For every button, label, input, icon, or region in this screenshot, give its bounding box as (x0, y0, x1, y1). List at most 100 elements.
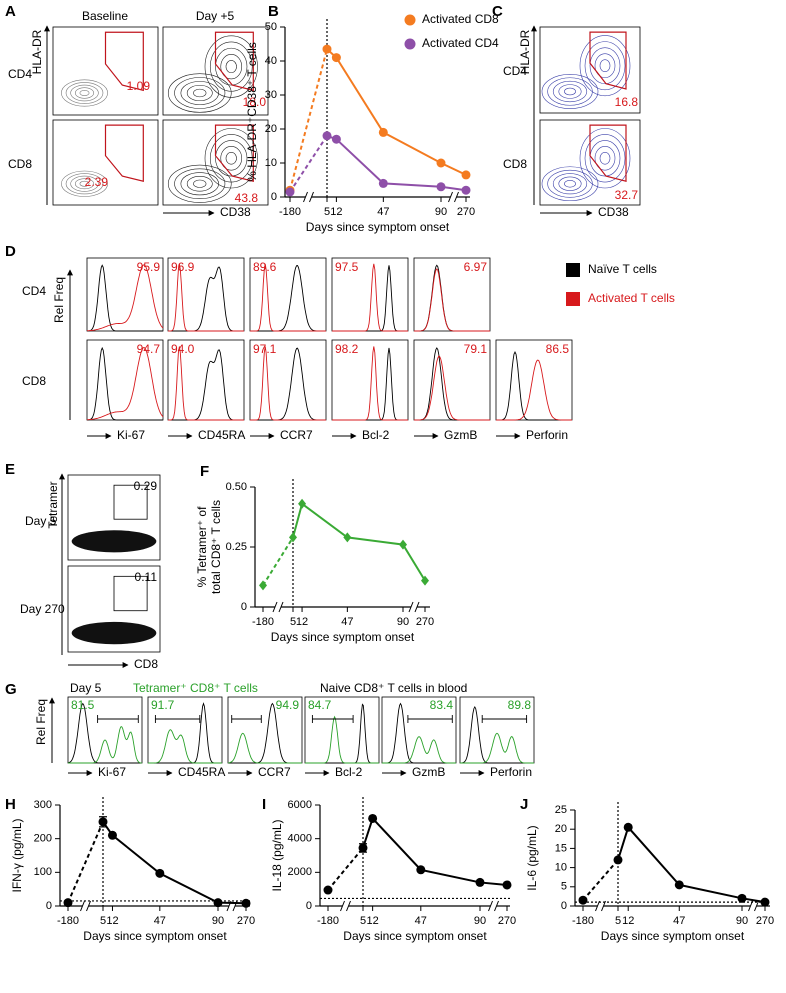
y-tick-label: 200 (34, 833, 52, 845)
series-line (362, 816, 508, 886)
row-label: Day 270 (20, 602, 65, 616)
y-tick-label: 5 (561, 881, 567, 893)
data-point (259, 580, 267, 591)
x-tick-label: 47 (341, 616, 353, 628)
plot-frame (331, 257, 409, 332)
y-tick-label: 10 (265, 157, 277, 169)
panel-letter: H (5, 796, 16, 813)
gate (104, 124, 144, 182)
y-axis-label: Tetramer (46, 481, 60, 528)
y-axis-title: IFN-γ (pg/mL) (10, 818, 24, 892)
y-axis-label: HLA-DR (518, 29, 532, 74)
axis-break (408, 601, 414, 613)
percent-value: 94.9 (276, 698, 300, 712)
header-label: Day 5 (70, 681, 102, 695)
x-tick-label: -180 (57, 915, 79, 927)
contour (74, 178, 95, 190)
gate (214, 124, 254, 182)
data-point (578, 895, 588, 905)
x-tick-label: 12 (622, 915, 634, 927)
legend-swatch (566, 263, 580, 277)
axis-break (340, 900, 345, 912)
series-line (262, 536, 294, 586)
contour (594, 53, 616, 79)
x-tick-label: -180 (572, 915, 594, 927)
y-axis-title: total CD8⁺ T cells (209, 500, 223, 594)
plot-frame (162, 119, 269, 206)
contour (79, 90, 90, 96)
y-axis-title: IL-6 (pg/mL) (525, 825, 539, 890)
gate-value: 16.8 (615, 95, 639, 109)
panel-letter: E (5, 461, 15, 478)
x-tick-label: 5 (290, 616, 296, 628)
y-tick-label: 2000 (288, 866, 312, 878)
percent-value: 91.7 (151, 698, 175, 712)
contour (180, 81, 219, 105)
panel-letter: J (520, 796, 528, 813)
x-axis-title: Days since symptom onset (306, 220, 450, 234)
x-tick-label: 270 (498, 915, 516, 927)
panel-letter: A (5, 3, 16, 20)
panel-letter: G (5, 681, 17, 698)
axis-break (303, 191, 308, 203)
series-line (289, 135, 328, 193)
plot-frame (495, 339, 573, 421)
legend-label: Activated CD4 (422, 36, 499, 50)
x-tick-label: -180 (317, 915, 339, 927)
row-label: CD8 (8, 157, 32, 171)
histogram-curve (250, 264, 326, 332)
contour (541, 166, 599, 202)
data-point (331, 134, 341, 144)
plot-frame (413, 339, 491, 421)
contour (589, 140, 621, 177)
data-point (436, 158, 446, 168)
y-tick-label: 10 (555, 862, 567, 874)
y-tick-label: 15 (555, 842, 567, 854)
data-point (322, 44, 332, 54)
percent-value: 89.8 (508, 698, 532, 712)
y-axis-label: HLA-DR (30, 29, 44, 74)
marker-label: GzmB (444, 428, 477, 442)
histogram-curve (86, 346, 164, 421)
data-point (298, 498, 307, 509)
y-tick-label: 40 (265, 55, 277, 67)
contour (579, 35, 631, 97)
panel-letter: F (200, 463, 209, 480)
marker-label: Bcl-2 (335, 765, 363, 779)
histogram-curve (414, 268, 490, 332)
x-tick-label: 47 (415, 915, 427, 927)
gate-value: 0.29 (134, 479, 158, 493)
data-point (358, 843, 368, 853)
contour (167, 73, 232, 113)
histogram-curve (332, 263, 408, 332)
contour (70, 175, 99, 192)
contour (599, 59, 611, 73)
series-line (67, 821, 104, 904)
legend-label: Activated CD8 (422, 12, 499, 26)
percent-value: 97.5 (335, 260, 359, 274)
axis-break (309, 191, 314, 203)
y-tick-label: 0 (561, 900, 567, 912)
y-tick-label: 0 (241, 601, 247, 613)
gate-value: 43.8 (235, 191, 259, 205)
x-axis-label: CD38 (220, 205, 251, 219)
plot-frame (413, 257, 491, 332)
percent-value: 97.1 (253, 342, 277, 356)
panel-letter: D (5, 243, 16, 260)
histogram-curve (332, 346, 408, 421)
histogram-curve (460, 732, 534, 764)
marker-label: Ki-67 (98, 765, 126, 779)
series-line (326, 48, 467, 176)
header-label: Tetramer⁺ CD8⁺ T cells (133, 681, 258, 695)
row-label: Day 5 (25, 514, 57, 528)
contour (579, 128, 631, 189)
row-label: CD4 (503, 64, 527, 78)
panel-letter: I (262, 796, 266, 813)
histogram-curve (68, 726, 143, 764)
percent-value: 79.1 (464, 342, 488, 356)
contour (186, 84, 213, 102)
gate (589, 31, 627, 90)
y-axis-title: IL-18 (pg/mL) (270, 819, 284, 891)
contour (204, 35, 258, 98)
